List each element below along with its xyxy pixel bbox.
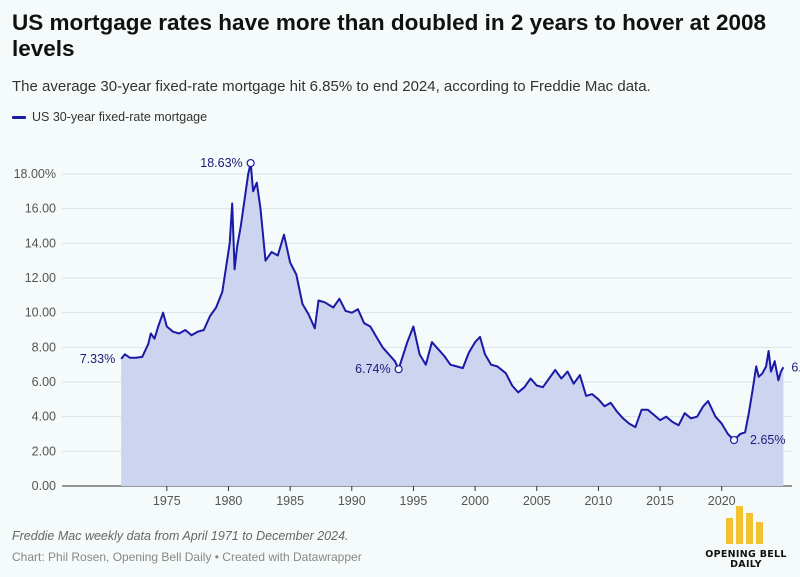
x-tick-label: 1985 — [276, 494, 304, 508]
annotation-marker — [246, 158, 255, 168]
x-tick-label: 1995 — [400, 494, 428, 508]
annotation-label: 6.74% — [355, 362, 390, 376]
opening-bell-logo: OPENING BELL DAILY — [700, 500, 792, 572]
legend-label: US 30-year fixed-rate mortgage — [32, 110, 208, 124]
y-tick-label: 2.00 — [32, 444, 56, 458]
legend-swatch — [12, 115, 26, 119]
series-line — [120, 162, 785, 442]
y-tick-label: 12.00 — [25, 271, 56, 285]
y-tick-label: 4.00 — [32, 410, 56, 424]
logo-bars-icon — [726, 504, 766, 544]
y-tick-label: 16.00 — [25, 202, 56, 216]
chart-title: US mortgage rates have more than doubled… — [12, 10, 766, 61]
x-tick-label: 2000 — [461, 494, 489, 508]
x-tick-label: 2020 — [708, 494, 736, 508]
y-tick-label: 0.00 — [32, 479, 56, 493]
x-tick-label: 2010 — [584, 494, 612, 508]
x-tick-label: 2005 — [523, 494, 551, 508]
y-tick-label: 8.00 — [32, 340, 56, 354]
x-tick-label: 1990 — [338, 494, 366, 508]
annotation-marker — [729, 435, 739, 445]
annotation-label: 18.63% — [200, 156, 242, 170]
y-tick-label: 18.00% — [14, 167, 56, 181]
logo-text: OPENING BELL DAILY — [705, 549, 787, 570]
footnote: Freddie Mac weekly data from April 1971 … — [12, 529, 349, 543]
y-tick-label: 14.00 — [25, 236, 56, 250]
legend: US 30-year fixed-rate mortgage — [12, 110, 207, 124]
y-tick-label: 6.00 — [32, 375, 56, 389]
chart-credit: Chart: Phil Rosen, Opening Bell Daily • … — [12, 550, 362, 564]
annotation-label: 6.85% — [791, 360, 800, 374]
x-tick-label: 2015 — [646, 494, 674, 508]
chart-subtitle: The average 30-year fixed-rate mortgage … — [12, 78, 651, 95]
series-area — [121, 163, 784, 486]
x-tick-label: 1980 — [215, 494, 243, 508]
annotation-label: 2.65% — [750, 433, 785, 447]
x-tick-label: 1975 — [153, 494, 181, 508]
y-tick-label: 10.00 — [25, 306, 56, 320]
annotation-label: 7.33% — [80, 352, 115, 366]
annotation-marker — [394, 365, 403, 374]
